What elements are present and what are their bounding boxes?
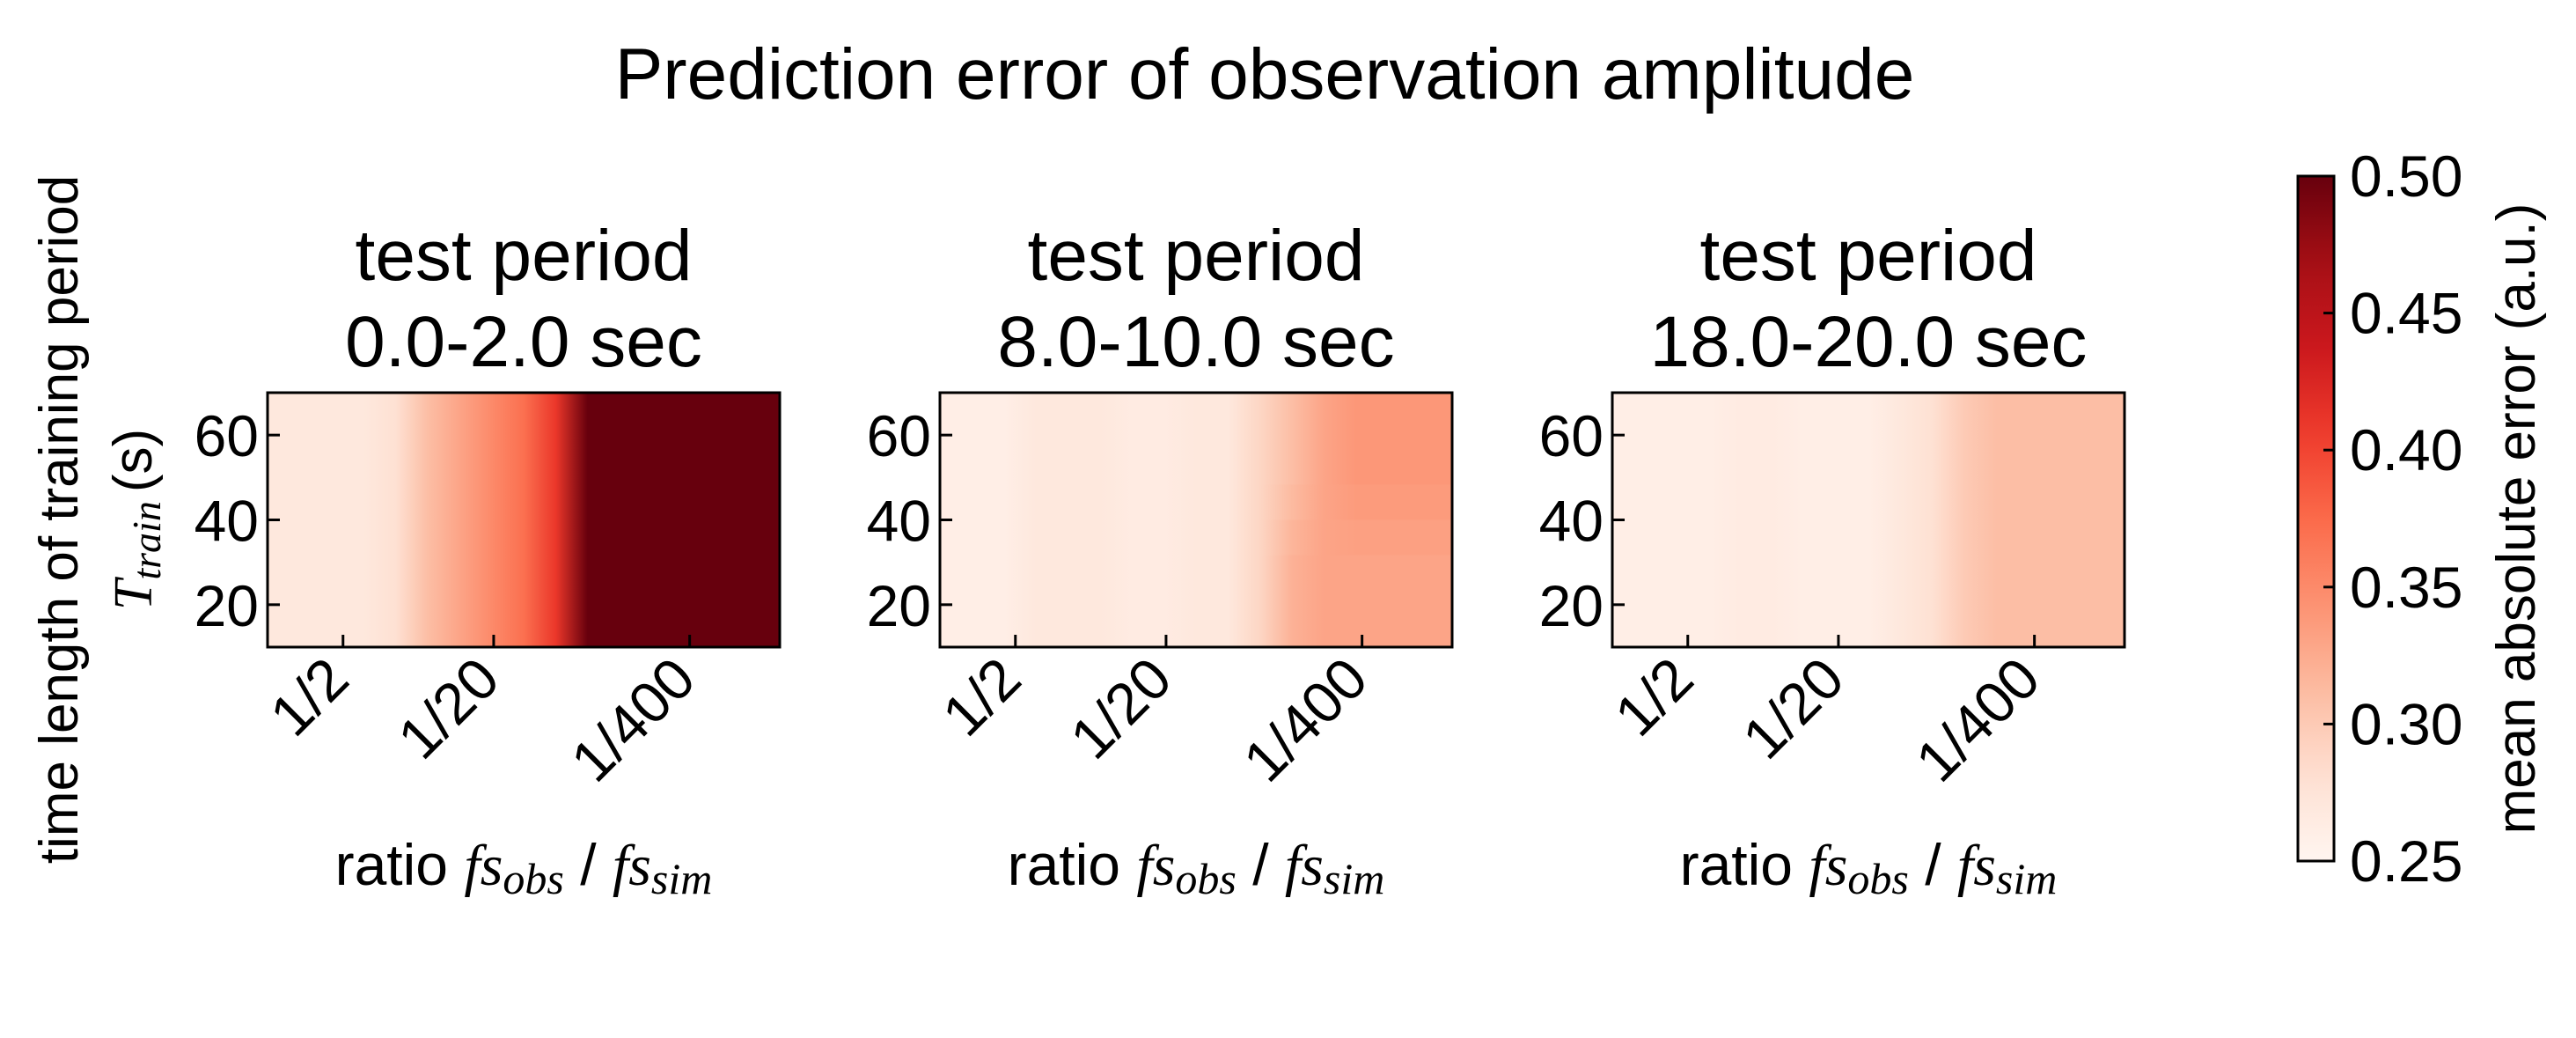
- panel-title-line2: 8.0-10.0 sec: [997, 302, 1394, 382]
- x-axis-label-part: /: [1909, 832, 1957, 897]
- heatmap-blend: [268, 484, 780, 556]
- panel-title-line1: test period: [1028, 216, 1365, 296]
- y-tick-label: 60: [867, 403, 931, 468]
- x-axis-label-part: ratio: [1008, 832, 1137, 897]
- x-tick-label: 1/2: [1602, 645, 1705, 748]
- x-axis-label-part: fs: [613, 834, 651, 898]
- colorbar-ticks: 0.50 0.45 0.40 0.35 0.30 0.25: [2323, 144, 2462, 894]
- x-axis-label-sub: sim: [651, 854, 712, 903]
- y-axis-symbol: T: [104, 576, 164, 610]
- colorbar-tick-label: 0.45: [2350, 281, 2462, 346]
- panel-title-line2: 18.0-20.0 sec: [1650, 302, 2088, 382]
- y-axis-symbol-sub: train: [124, 501, 169, 579]
- y-axis-label: time length of training period: [29, 175, 90, 864]
- y-tick-label: 40: [1539, 489, 1604, 554]
- x-tick-label: 1/400: [1230, 645, 1379, 794]
- x-tick-label: 1/20: [385, 645, 511, 771]
- x-tick-label: 1/20: [1058, 645, 1184, 771]
- y-tick-label: 40: [867, 489, 931, 554]
- x-axis-label-part: ratio: [335, 832, 465, 897]
- colorbar-tick-label: 0.25: [2350, 828, 2462, 894]
- y-tick-label: 20: [1539, 573, 1604, 638]
- y-tick-label: 20: [867, 573, 931, 638]
- x-tick-label: 1/400: [558, 645, 707, 794]
- colorbar-label: mean absolute error (a.u.): [2486, 203, 2547, 835]
- panel-title-line1: test period: [356, 216, 693, 296]
- x-axis-label-sub: obs: [503, 854, 563, 903]
- x-axis-label-part: fs: [1285, 834, 1324, 898]
- x-axis-label-sub: sim: [1324, 854, 1384, 903]
- y-axis-symbol-label: Ttrain (s): [103, 429, 169, 610]
- panel-title-line1: test period: [1700, 216, 2037, 296]
- x-axis-label-sub: sim: [1996, 854, 2057, 903]
- x-axis-label-sub: obs: [1175, 854, 1236, 903]
- chart-title: Prediction error of observation amplitud…: [615, 34, 1915, 114]
- x-axis-label-part: ratio: [1680, 832, 1809, 897]
- y-tick-label: 60: [194, 403, 259, 468]
- colorbar-tick-label: 0.50: [2350, 144, 2462, 209]
- x-tick-label: 1/2: [929, 645, 1032, 748]
- x-axis-label: ratio fsobs / fssim: [1680, 832, 2058, 903]
- colorbar-tick-label: 0.40: [2350, 417, 2462, 482]
- x-axis-label-sub: obs: [1847, 854, 1908, 903]
- heatmap-blend: [1612, 484, 2125, 556]
- x-axis-label-part: fs: [464, 834, 503, 898]
- y-axis-unit: (s): [103, 429, 164, 492]
- y-tick-label: 40: [194, 489, 259, 554]
- x-tick-label: 1/2: [257, 645, 360, 748]
- x-axis-label-part: /: [1237, 832, 1285, 897]
- heatmap-blend: [940, 484, 1452, 556]
- x-tick-label: 1/400: [1903, 645, 2051, 794]
- x-axis-label-part: /: [564, 832, 613, 897]
- panel-title-line2: 0.0-2.0 sec: [345, 302, 702, 382]
- colorbar-tick-label: 0.35: [2350, 555, 2462, 620]
- x-tick-label: 1/20: [1730, 645, 1856, 771]
- x-axis-label: ratio fsobs / fssim: [335, 832, 713, 903]
- x-axis-label-part: fs: [1957, 834, 1996, 898]
- x-axis-label-part: fs: [1136, 834, 1175, 898]
- colorbar: 0.50 0.45 0.40 0.35 0.30 0.25 mean absolute e…: [2296, 144, 2547, 894]
- y-tick-label: 60: [1539, 403, 1604, 468]
- colorbar-gradient: [2296, 174, 2336, 863]
- colorbar-tick-label: 0.30: [2350, 691, 2462, 756]
- x-axis-label: ratio fsobs / fssim: [1008, 832, 1385, 903]
- x-axis-label-part: fs: [1809, 834, 1847, 898]
- y-tick-label: 20: [194, 573, 259, 638]
